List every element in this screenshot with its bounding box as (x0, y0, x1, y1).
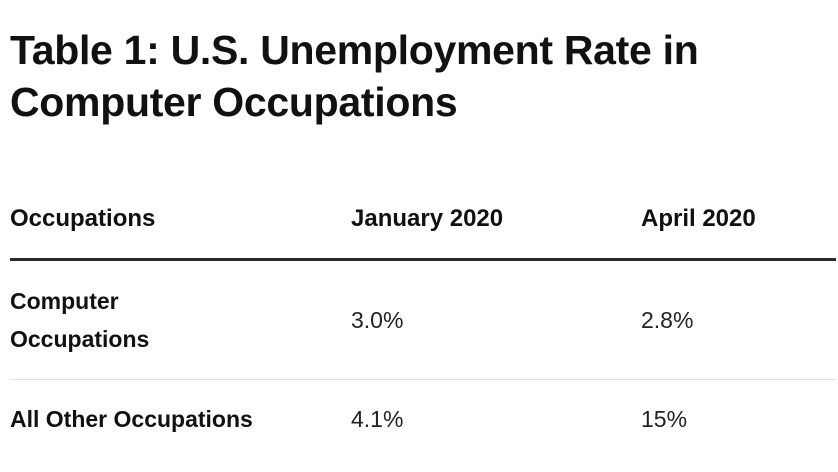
occupation-cell: Computer Occupations (10, 259, 351, 380)
occupation-label: All Other Occupations (10, 406, 253, 432)
january-2020-cell: 3.0% (351, 259, 641, 380)
table-title: Table 1: U.S. Unemployment Rate in Compu… (10, 27, 699, 125)
table-row: Computer Occupations 3.0% 2.8% (10, 259, 836, 380)
occupation-cell: All Other Occupations (10, 380, 351, 459)
column-header-april-2020: April 2020 (641, 180, 836, 261)
april-2020-cell: 15% (641, 406, 688, 432)
table-row: All Other Occupations 4.1% 15% (10, 380, 836, 459)
occupation-label: Computer Occupations (10, 288, 150, 352)
column-header-occupations: Occupations (10, 180, 351, 261)
april-2020-cell: 2.8% (641, 259, 836, 380)
table-header-row: Occupations January 2020 April 2020 (10, 180, 836, 261)
january-2020-cell: 4.1% (351, 406, 404, 432)
column-header-january-2020: January 2020 (351, 180, 641, 261)
unemployment-table: Occupations January 2020 April 2020 Comp… (10, 180, 836, 458)
